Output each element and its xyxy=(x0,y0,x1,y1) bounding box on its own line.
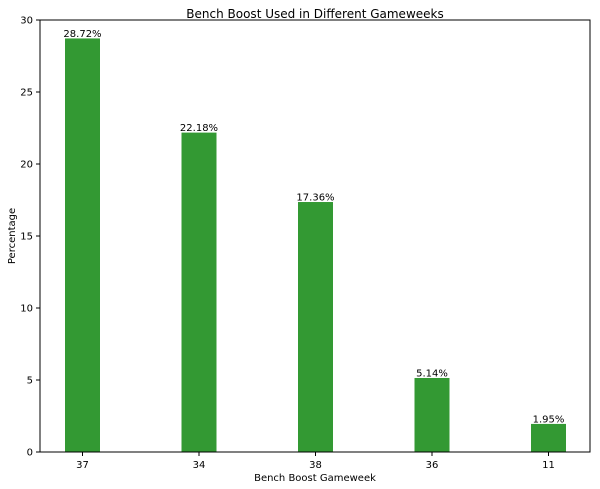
y-axis: 0 5 10 15 20 25 30 xyxy=(20,16,40,459)
y-axis-title: Percentage xyxy=(7,208,18,264)
x-tick-label: 36 xyxy=(426,460,439,471)
y-tick-label: 0 xyxy=(27,448,33,459)
bar-37 xyxy=(65,38,100,452)
bar-36 xyxy=(414,377,450,452)
data-label-37: 28.72% xyxy=(63,29,101,40)
bar-11 xyxy=(531,423,566,452)
chart-title: Bench Boost Used in Different Gameweeks xyxy=(186,7,443,21)
data-label-36: 5.14% xyxy=(416,368,448,379)
x-axis-title: Bench Boost Gameweek xyxy=(254,473,376,484)
data-labels-group: 28.72% 22.18% 17.36% 5.14% 1.95% xyxy=(63,29,564,425)
bar-34 xyxy=(181,132,217,452)
x-tick-label: 38 xyxy=(309,460,322,471)
y-tick-label: 30 xyxy=(20,16,33,27)
x-tick-label: 37 xyxy=(76,460,89,471)
x-tick-label: 34 xyxy=(193,460,206,471)
y-tick-label: 25 xyxy=(20,88,33,99)
bars-group xyxy=(65,38,566,452)
data-label-38: 17.36% xyxy=(296,193,334,204)
x-axis: 37 34 38 36 11 xyxy=(76,452,555,471)
data-label-11: 1.95% xyxy=(533,414,565,425)
x-tick-label: 11 xyxy=(542,460,555,471)
bar-38 xyxy=(298,202,333,452)
data-label-34: 22.18% xyxy=(180,123,218,134)
y-tick-label: 5 xyxy=(27,376,33,387)
y-tick-label: 10 xyxy=(20,304,33,315)
y-tick-label: 20 xyxy=(20,160,33,171)
y-tick-label: 15 xyxy=(20,232,33,243)
